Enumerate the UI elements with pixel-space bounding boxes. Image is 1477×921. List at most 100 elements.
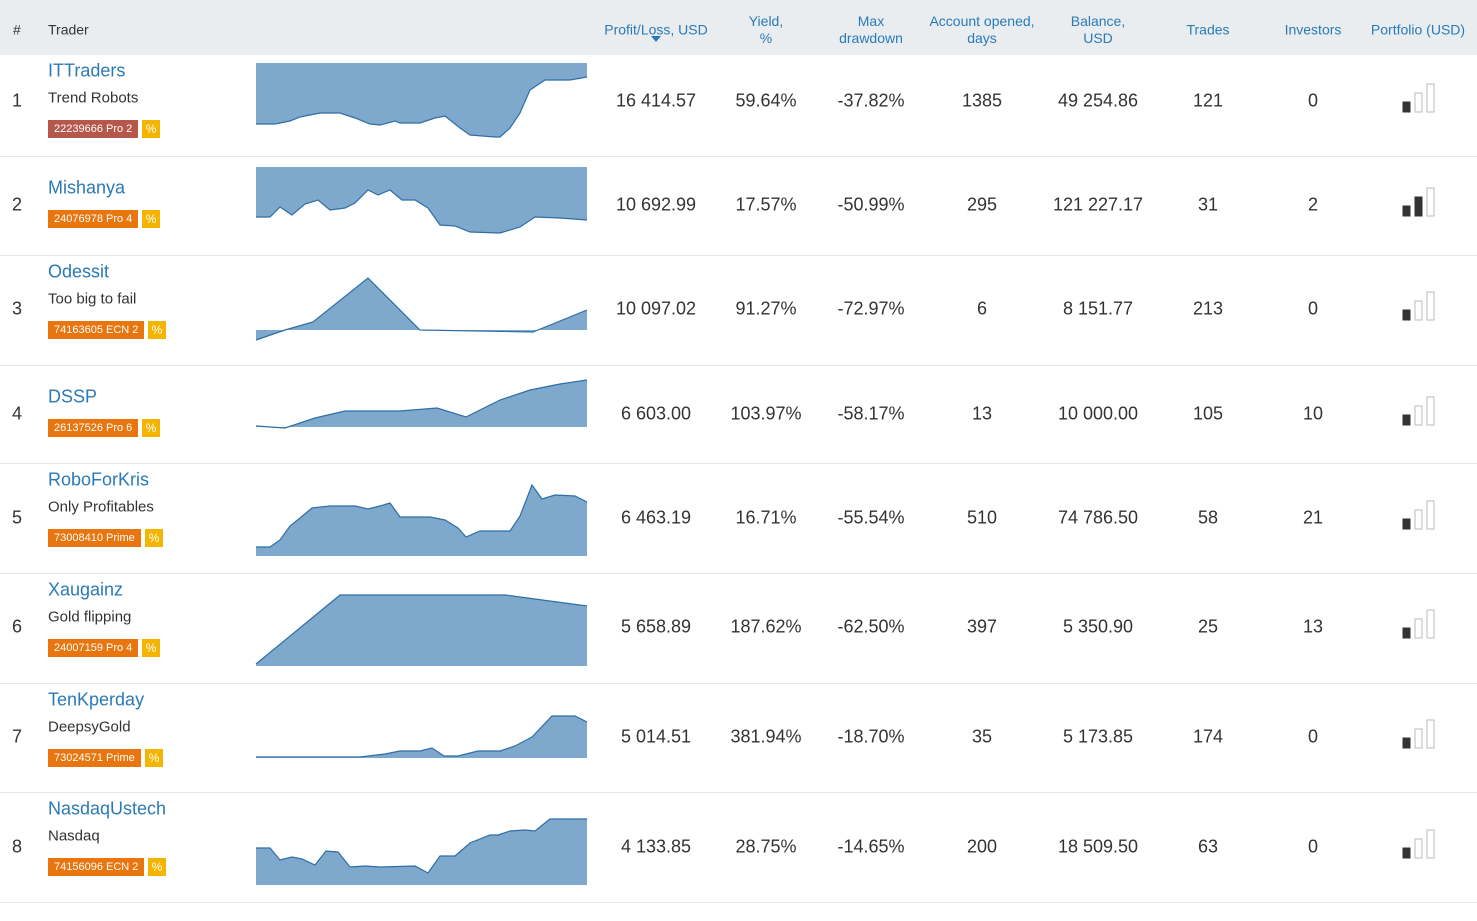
strategy-name: Nasdaq: [48, 827, 100, 845]
cell-opened: 200: [966, 836, 998, 857]
column-header: Balance, USD: [1070, 13, 1126, 46]
cell-trades: 121: [1192, 90, 1224, 111]
cell-yield: 381.94%: [730, 726, 802, 747]
cell-profit: 4 133.85: [620, 836, 692, 857]
cell-investors: 0: [1307, 836, 1319, 857]
table-row: [0, 157, 1477, 256]
portfolio-bar: [1426, 500, 1435, 530]
table-row: [0, 684, 1477, 793]
trader-name[interactable]: Odessit: [48, 261, 110, 282]
column-header: Investors: [1284, 21, 1342, 38]
cell-profit: 16 414.57: [615, 90, 697, 111]
sparkline-line: [256, 818, 587, 874]
bonus-badge: %: [142, 210, 160, 228]
trader-name[interactable]: ITTraders: [48, 60, 126, 81]
sparkline-area: [256, 595, 587, 666]
cell-investors: 0: [1307, 726, 1319, 747]
bonus-badge: %: [148, 858, 166, 876]
strategy-name: Trend Robots: [48, 89, 139, 107]
bonus-badge: %: [142, 639, 160, 657]
cell-trades: 105: [1192, 403, 1224, 424]
cell-investors: 2: [1307, 194, 1319, 215]
portfolio-bar: [1402, 737, 1411, 749]
cell-investors: 10: [1302, 403, 1324, 424]
cell-balance: 74 786.50: [1057, 507, 1139, 528]
account-badge: 26137526 Pro 6: [48, 419, 139, 437]
cell-drawdown: -62.50%: [837, 616, 905, 637]
portfolio-bar: [1414, 405, 1423, 426]
bonus-badge: %: [145, 749, 163, 767]
cell-investors: 13: [1302, 616, 1324, 637]
cell-profit: 5 658.89: [620, 616, 692, 637]
trader-name[interactable]: RoboForKris: [48, 469, 150, 490]
column-header: Yield, %: [748, 13, 784, 46]
portfolio-bar: [1402, 847, 1411, 859]
table-row: [0, 256, 1477, 366]
account-badge: 73024571 Prime: [48, 749, 141, 767]
cell-drawdown: -50.99%: [837, 194, 905, 215]
column-header: #: [13, 21, 21, 38]
cell-opened: 397: [966, 616, 998, 637]
strategy-name: Only Profitables: [48, 498, 154, 516]
sparkline-line: [256, 715, 588, 758]
strategy-name: DeepsyGold: [48, 718, 131, 736]
sparkline-area: [256, 716, 587, 758]
table-row: [0, 793, 1477, 903]
cell-balance: 49 254.86: [1057, 90, 1139, 111]
sparkline-line: [255, 379, 588, 429]
account-badge: 22239666 Pro 2: [48, 120, 139, 138]
cell-investors: 21: [1302, 507, 1324, 528]
account-badge: 24076978 Pro 4: [48, 210, 139, 228]
cell-trades: 213: [1192, 298, 1224, 319]
bonus-badge: %: [148, 321, 166, 339]
portfolio-bar: [1402, 309, 1411, 321]
trader-name[interactable]: NasdaqUstech: [48, 798, 167, 819]
sparkline-area: [256, 819, 587, 885]
cell-balance: 8 151.77: [1062, 298, 1134, 319]
cell-yield: 17.57%: [735, 194, 797, 215]
sparkline-area: [256, 63, 587, 137]
rank: 8: [11, 836, 23, 857]
cell-opened: 6: [976, 298, 988, 319]
cell-trades: 58: [1197, 507, 1219, 528]
cell-opened: 35: [971, 726, 993, 747]
cell-profit: 10 692.99: [615, 194, 697, 215]
portfolio-bar: [1414, 300, 1423, 321]
cell-drawdown: -14.65%: [837, 836, 905, 857]
bonus-badge: %: [142, 120, 160, 138]
cell-trades: 63: [1197, 836, 1219, 857]
table-row: [0, 366, 1477, 464]
sparkline-area: [256, 485, 587, 556]
rank: 6: [11, 616, 23, 637]
trader-name[interactable]: TenKperday: [48, 689, 145, 710]
trader-name[interactable]: Xaugainz: [48, 579, 124, 600]
cell-trades: 25: [1197, 616, 1219, 637]
cell-profit: 6 603.00: [620, 403, 692, 424]
bonus-badge: %: [145, 529, 163, 547]
cell-drawdown: -72.97%: [837, 298, 905, 319]
trader-name[interactable]: Mishanya: [48, 177, 126, 198]
portfolio-bar: [1414, 728, 1423, 749]
portfolio-bar: [1414, 838, 1423, 859]
column-header[interactable]: Profit/Loss, USD: [604, 21, 708, 38]
cell-drawdown: -18.70%: [837, 726, 905, 747]
sparkline-line: [256, 189, 588, 234]
cell-profit: 10 097.02: [615, 298, 697, 319]
portfolio-bar: [1402, 627, 1411, 639]
column-header: Trades: [1186, 21, 1230, 38]
account-badge: 74156096 ECN 2: [48, 858, 145, 876]
cell-investors: 0: [1307, 90, 1319, 111]
cell-drawdown: -58.17%: [837, 403, 905, 424]
cell-balance: 5 350.90: [1062, 616, 1134, 637]
cell-balance: 18 509.50: [1057, 836, 1139, 857]
portfolio-bar: [1414, 618, 1423, 639]
sparkline-line: [256, 76, 588, 138]
portfolio-bar: [1414, 196, 1423, 217]
sparkline-area: [256, 380, 587, 428]
trader-name[interactable]: DSSP: [48, 386, 98, 407]
cell-opened: 13: [971, 403, 993, 424]
portfolio-bar: [1426, 396, 1435, 426]
column-header: Max drawdown: [839, 13, 903, 46]
account-badge: 74163605 ECN 2: [48, 321, 145, 339]
sparkline-area: [256, 167, 587, 233]
